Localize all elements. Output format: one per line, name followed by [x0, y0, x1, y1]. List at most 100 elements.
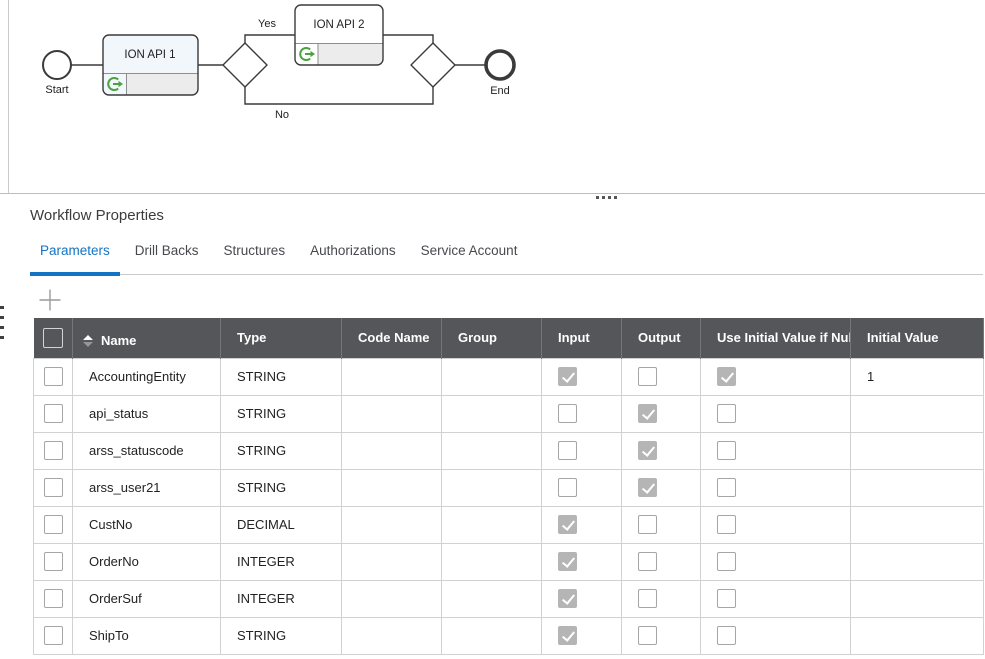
row-code-name	[341, 431, 442, 470]
row-code-name	[341, 357, 442, 396]
input-checkbox[interactable]	[558, 478, 577, 497]
row-select-checkbox[interactable]	[43, 367, 63, 386]
ion-api-icon	[299, 47, 315, 61]
tab-structures[interactable]: Structures	[223, 243, 286, 258]
row-select-checkbox[interactable]	[43, 589, 63, 608]
input-checkbox[interactable]	[558, 441, 577, 460]
row-select-checkbox[interactable]	[43, 404, 63, 423]
connector-lines	[71, 34, 486, 105]
row-type: DECIMAL	[220, 505, 342, 544]
header-name[interactable]: Name	[72, 318, 221, 358]
tab-drill-backs[interactable]: Drill Backs	[134, 243, 199, 258]
row-group	[441, 542, 542, 581]
tab-service-account[interactable]: Service Account	[420, 243, 518, 258]
use-initial-value-if-null-checkbox[interactable]	[717, 552, 736, 571]
use-initial-value-if-null-checkbox[interactable]	[717, 367, 736, 386]
table-row[interactable]: CustNo DECIMAL	[33, 505, 984, 544]
row-name: arss_user21	[72, 468, 221, 507]
row-select-checkbox[interactable]	[43, 478, 63, 497]
row-group	[441, 579, 542, 618]
use-initial-value-if-null-checkbox[interactable]	[717, 589, 736, 608]
row-initial-value	[850, 394, 984, 433]
table-row[interactable]: AccountingEntity STRING 1	[33, 357, 984, 396]
output-checkbox[interactable]	[638, 626, 657, 645]
gateway-1-node[interactable]	[222, 42, 268, 88]
row-name: OrderNo	[72, 542, 221, 581]
table-row[interactable]: ShipTo STRING	[33, 616, 984, 655]
use-initial-value-if-null-checkbox[interactable]	[717, 404, 736, 423]
workflow-diagram-panel: Start ION API 1 Yes No	[0, 0, 985, 193]
tab-authorizations[interactable]: Authorizations	[310, 243, 396, 258]
row-type: STRING	[220, 468, 342, 507]
row-select-checkbox[interactable]	[43, 626, 63, 645]
start-event-node[interactable]: Start	[42, 50, 72, 96]
end-label: End	[490, 85, 510, 97]
panel-splitter[interactable]	[0, 193, 985, 199]
task1-label: ION API 1	[124, 49, 175, 61]
output-checkbox[interactable]	[638, 552, 657, 571]
row-code-name	[341, 505, 442, 544]
left-drag-handle-icon[interactable]	[0, 306, 4, 346]
row-name: OrderSuf	[72, 579, 221, 618]
input-checkbox[interactable]	[558, 367, 577, 386]
row-code-name	[341, 542, 442, 581]
row-group	[441, 468, 542, 507]
header-select-all	[33, 318, 73, 358]
header-use-initial-value-if-null: Use Initial Value if Null	[700, 318, 851, 358]
output-checkbox[interactable]	[638, 441, 657, 460]
input-checkbox[interactable]	[558, 626, 577, 645]
use-initial-value-if-null-checkbox[interactable]	[717, 515, 736, 534]
no-branch-label: No	[275, 109, 289, 121]
output-checkbox[interactable]	[638, 367, 657, 386]
table-row[interactable]: OrderNo INTEGER	[33, 542, 984, 581]
workflow-diagram: Start ION API 1 Yes No	[8, 0, 516, 193]
start-label: Start	[45, 84, 68, 96]
header-type: Type	[220, 318, 342, 358]
row-group	[441, 505, 542, 544]
sort-icon[interactable]	[83, 334, 93, 347]
table-row[interactable]: arss_statuscode STRING	[33, 431, 984, 470]
output-checkbox[interactable]	[638, 478, 657, 497]
tab-bar: Parameters Drill Backs Structures Author…	[30, 243, 983, 276]
input-checkbox[interactable]	[558, 515, 577, 534]
task-node-ion-api-2[interactable]: ION API 2	[294, 4, 384, 66]
row-code-name	[341, 394, 442, 433]
row-code-name	[341, 579, 442, 618]
row-select-checkbox[interactable]	[43, 515, 63, 534]
task1-field	[127, 73, 198, 95]
table-row[interactable]: arss_user21 STRING	[33, 468, 984, 507]
input-checkbox[interactable]	[558, 404, 577, 423]
splitter-grip-icon[interactable]	[596, 196, 617, 199]
row-select-checkbox[interactable]	[43, 552, 63, 571]
row-type: STRING	[220, 394, 342, 433]
input-checkbox[interactable]	[558, 552, 577, 571]
task-node-ion-api-1[interactable]: ION API 1	[102, 34, 199, 96]
row-select-checkbox[interactable]	[43, 441, 63, 460]
gateway-2-node[interactable]	[410, 42, 456, 88]
end-event-node[interactable]: End	[484, 49, 516, 97]
row-group	[441, 394, 542, 433]
yes-branch-label: Yes	[258, 18, 276, 30]
row-group	[441, 616, 542, 655]
use-initial-value-if-null-checkbox[interactable]	[717, 626, 736, 645]
workflow-properties-panel: Workflow Properties Parameters Drill Bac…	[0, 194, 985, 659]
row-type: INTEGER	[220, 579, 342, 618]
row-initial-value	[850, 616, 984, 655]
add-parameter-button[interactable]	[39, 289, 61, 311]
row-type: STRING	[220, 431, 342, 470]
row-type: STRING	[220, 616, 342, 655]
use-initial-value-if-null-checkbox[interactable]	[717, 441, 736, 460]
use-initial-value-if-null-checkbox[interactable]	[717, 478, 736, 497]
row-name: CustNo	[72, 505, 221, 544]
table-row[interactable]: OrderSuf INTEGER	[33, 579, 984, 618]
output-checkbox[interactable]	[638, 589, 657, 608]
output-checkbox[interactable]	[638, 404, 657, 423]
row-name: arss_statuscode	[72, 431, 221, 470]
input-checkbox[interactable]	[558, 589, 577, 608]
output-checkbox[interactable]	[638, 515, 657, 534]
header-initial-value: Initial Value	[850, 318, 984, 358]
table-row[interactable]: api_status STRING	[33, 394, 984, 433]
row-initial-value	[850, 579, 984, 618]
select-all-checkbox[interactable]	[42, 327, 63, 348]
tab-parameters[interactable]: Parameters	[30, 243, 120, 276]
